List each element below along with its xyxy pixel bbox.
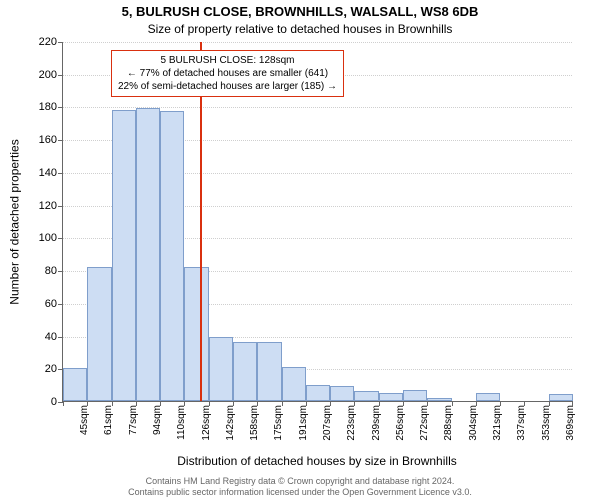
xtick-label: 288sqm: [443, 405, 454, 441]
histogram-bar: [354, 391, 378, 401]
ytick-mark: [58, 238, 63, 239]
footer-line-2: Contains public sector information licen…: [0, 487, 600, 498]
xtick-label: 110sqm: [176, 405, 187, 440]
ytick-label: 200: [39, 69, 57, 81]
xtick-label: 369sqm: [565, 405, 576, 441]
histogram-bar: [257, 342, 281, 401]
ytick-label: 180: [39, 101, 57, 113]
ytick-label: 20: [45, 363, 57, 375]
histogram-bar: [160, 111, 184, 401]
xtick-label: 45sqm: [79, 405, 90, 435]
xtick-label: 321sqm: [492, 405, 503, 441]
ytick-label: 120: [39, 200, 57, 212]
histogram-bar: [112, 110, 136, 401]
annotation-line: ← 77% of detached houses are smaller (64…: [118, 67, 337, 80]
xtick-label: 304sqm: [468, 405, 479, 441]
ytick-mark: [58, 140, 63, 141]
ytick-label: 220: [39, 36, 57, 48]
annotation-line: 22% of semi-detached houses are larger (…: [118, 80, 337, 93]
x-axis-label: Distribution of detached houses by size …: [62, 454, 572, 468]
xtick-mark: [282, 401, 283, 406]
histogram-bar: [330, 386, 354, 401]
xtick-label: 61sqm: [103, 405, 114, 435]
ytick-label: 40: [45, 331, 57, 343]
ytick-label: 60: [45, 298, 57, 310]
plot-area: 02040608010012014016018020022045sqm61sqm…: [62, 42, 572, 402]
y-axis-label: Number of detached properties: [8, 42, 22, 402]
histogram-bar: [63, 368, 87, 401]
ytick-label: 0: [51, 396, 57, 408]
xtick-label: 223sqm: [346, 405, 357, 441]
xtick-mark: [330, 401, 331, 406]
xtick-label: 353sqm: [541, 405, 552, 441]
histogram-bar: [403, 390, 427, 401]
histogram-bar: [87, 267, 111, 401]
xtick-mark: [257, 401, 258, 406]
footer-line-1: Contains HM Land Registry data © Crown c…: [0, 476, 600, 487]
annotation-line: 5 BULRUSH CLOSE: 128sqm: [118, 54, 337, 67]
ytick-mark: [58, 304, 63, 305]
chart-container: 5, BULRUSH CLOSE, BROWNHILLS, WALSALL, W…: [0, 0, 600, 500]
ytick-label: 160: [39, 134, 57, 146]
xtick-mark: [136, 401, 137, 406]
xtick-label: 239sqm: [371, 405, 382, 441]
ytick-mark: [58, 42, 63, 43]
gridline: [63, 42, 572, 43]
xtick-label: 126sqm: [201, 405, 212, 441]
ytick-mark: [58, 271, 63, 272]
xtick-mark: [209, 401, 210, 406]
chart-subtitle: Size of property relative to detached ho…: [0, 22, 600, 36]
ytick-mark: [58, 206, 63, 207]
xtick-label: 256sqm: [395, 405, 406, 441]
ytick-mark: [58, 75, 63, 76]
xtick-mark: [572, 401, 573, 406]
xtick-mark: [87, 401, 88, 406]
histogram-bar: [549, 394, 573, 401]
histogram-bar: [476, 393, 500, 401]
histogram-bar: [282, 367, 306, 401]
histogram-bar: [379, 393, 403, 401]
xtick-label: 191sqm: [298, 405, 309, 441]
ytick-label: 100: [39, 232, 57, 244]
ytick-label: 80: [45, 265, 57, 277]
xtick-label: 272sqm: [419, 405, 430, 441]
xtick-label: 77sqm: [128, 405, 139, 435]
xtick-mark: [452, 401, 453, 406]
xtick-mark: [403, 401, 404, 406]
chart-title: 5, BULRUSH CLOSE, BROWNHILLS, WALSALL, W…: [0, 4, 600, 19]
xtick-mark: [160, 401, 161, 406]
xtick-mark: [379, 401, 380, 406]
xtick-label: 158sqm: [249, 405, 260, 441]
ytick-mark: [58, 173, 63, 174]
histogram-bar: [427, 398, 451, 401]
histogram-bar: [233, 342, 257, 401]
xtick-mark: [112, 401, 113, 406]
histogram-bar: [306, 385, 330, 401]
xtick-mark: [233, 401, 234, 406]
histogram-bar: [184, 267, 208, 401]
xtick-label: 175sqm: [273, 405, 284, 441]
xtick-label: 94sqm: [152, 405, 163, 435]
xtick-label: 207sqm: [322, 405, 333, 441]
footer-text: Contains HM Land Registry data © Crown c…: [0, 476, 600, 498]
xtick-mark: [354, 401, 355, 406]
histogram-bar: [209, 337, 233, 401]
xtick-label: 142sqm: [225, 405, 236, 441]
xtick-mark: [524, 401, 525, 406]
histogram-bar: [136, 108, 160, 401]
xtick-mark: [500, 401, 501, 406]
xtick-mark: [306, 401, 307, 406]
annotation-box: 5 BULRUSH CLOSE: 128sqm← 77% of detached…: [111, 50, 344, 97]
xtick-mark: [476, 401, 477, 406]
xtick-mark: [427, 401, 428, 406]
xtick-mark: [63, 401, 64, 406]
ytick-label: 140: [39, 167, 57, 179]
xtick-mark: [184, 401, 185, 406]
xtick-label: 337sqm: [516, 405, 527, 441]
ytick-mark: [58, 337, 63, 338]
ytick-mark: [58, 107, 63, 108]
xtick-mark: [549, 401, 550, 406]
